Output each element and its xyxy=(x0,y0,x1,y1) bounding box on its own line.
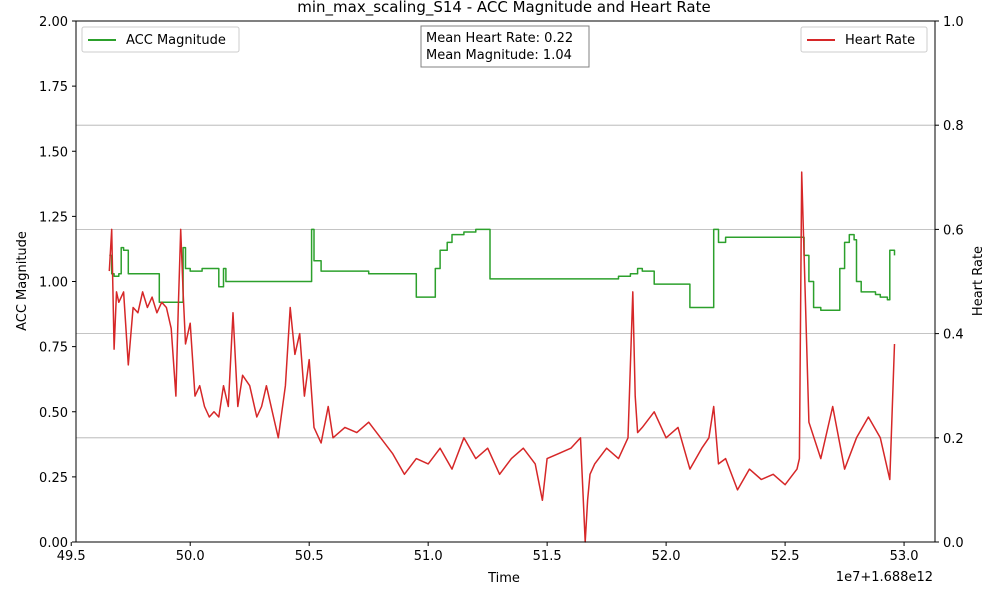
right-tick-label: 0.4 xyxy=(943,328,964,343)
mean-magnitude-text: Mean Magnitude: 1.04 xyxy=(426,48,572,63)
left-tick-label: 0.00 xyxy=(39,536,68,551)
x-tick-label: 51.0 xyxy=(414,549,443,564)
heart-rate-series-line xyxy=(108,171,896,543)
x-offset-label: 1e7+1.688e12 xyxy=(836,570,933,585)
left-tick-label: 2.00 xyxy=(39,15,68,30)
right-tick-label: 0.6 xyxy=(943,223,964,238)
left-tick-label: 1.25 xyxy=(39,210,68,225)
right-tick-label: 0.2 xyxy=(943,432,964,447)
legend-acc: ACC Magnitude xyxy=(81,26,240,53)
right-tick-label: 0.8 xyxy=(943,119,964,134)
stats-annotation-box: Mean Heart Rate: 0.22 Mean Magnitude: 1.… xyxy=(420,25,590,68)
right-tick-label: 1.0 xyxy=(943,15,964,30)
left-axis-label: ACC Magnitude xyxy=(15,231,30,331)
x-axis-label: Time xyxy=(487,571,520,586)
legend-hr-label: Heart Rate xyxy=(845,33,915,48)
left-tick-label: 0.25 xyxy=(39,471,68,486)
series-layer xyxy=(108,171,896,543)
left-tick-label: 0.50 xyxy=(39,406,68,421)
x-axis-ticks: 49.5 50.0 50.5 51.0 51.5 52.0 52.5 53.0 xyxy=(57,542,919,564)
x-tick-label: 51.5 xyxy=(533,549,562,564)
chart-title: min_max_scaling_S14 - ACC Magnitude and … xyxy=(297,0,711,17)
right-axis-label: Heart Rate xyxy=(971,246,986,316)
left-tick-label: 0.75 xyxy=(39,341,68,356)
x-tick-label: 53.0 xyxy=(890,549,919,564)
x-tick-label: 50.5 xyxy=(295,549,324,564)
legend-acc-label: ACC Magnitude xyxy=(126,33,226,48)
acc-magnitude-series-line xyxy=(109,228,896,311)
grid-layer xyxy=(76,124,935,439)
right-axis-ticks: 0.0 0.2 0.4 0.6 0.8 1.0 xyxy=(935,15,964,551)
x-tick-label: 52.5 xyxy=(771,549,800,564)
x-tick-label: 50.0 xyxy=(176,549,205,564)
mean-heart-rate-text: Mean Heart Rate: 0.22 xyxy=(426,31,573,46)
left-axis-ticks: 0.00 0.25 0.50 0.75 1.00 1.25 1.50 1.75 2.00 xyxy=(39,15,76,551)
x-tick-label: 49.5 xyxy=(57,549,86,564)
x-tick-label: 52.0 xyxy=(652,549,681,564)
right-tick-label: 0.0 xyxy=(943,536,964,551)
legend-heart-rate: Heart Rate xyxy=(800,26,928,53)
plot-frame xyxy=(75,20,936,543)
left-tick-label: 1.00 xyxy=(39,276,68,291)
left-tick-label: 1.75 xyxy=(39,80,68,95)
left-tick-label: 1.50 xyxy=(39,145,68,160)
